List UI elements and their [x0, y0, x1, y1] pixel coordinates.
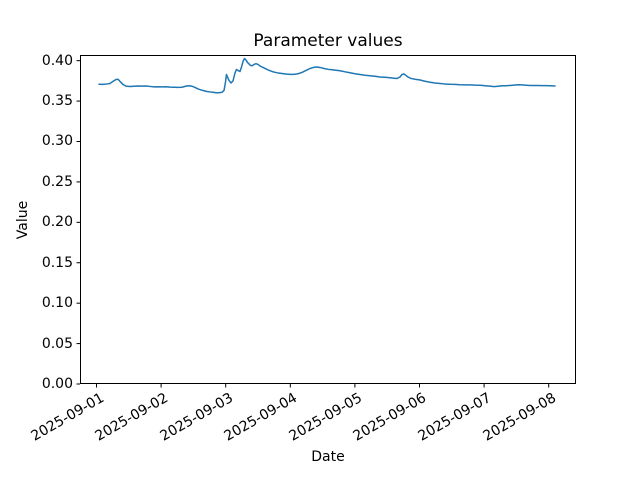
y-tick-label: 0.00: [41, 376, 73, 392]
y-tick-label: 0.35: [41, 93, 73, 110]
x-axis-label: Date: [311, 449, 345, 465]
axes-frame: [80, 55, 576, 384]
y-tick-label: 0.30: [41, 133, 73, 150]
y-tick-label: 0.05: [41, 335, 73, 352]
y-tick-label: 0.15: [41, 254, 73, 271]
y-tick-label: 0.20: [41, 214, 73, 231]
series-line-parameter-values: [98, 57, 556, 94]
y-tick-label: 0.10: [41, 295, 73, 312]
y-tick-label: 0.25: [41, 173, 73, 190]
chart-title: Parameter values: [253, 31, 403, 51]
y-tick-label: 0.40: [41, 52, 73, 69]
